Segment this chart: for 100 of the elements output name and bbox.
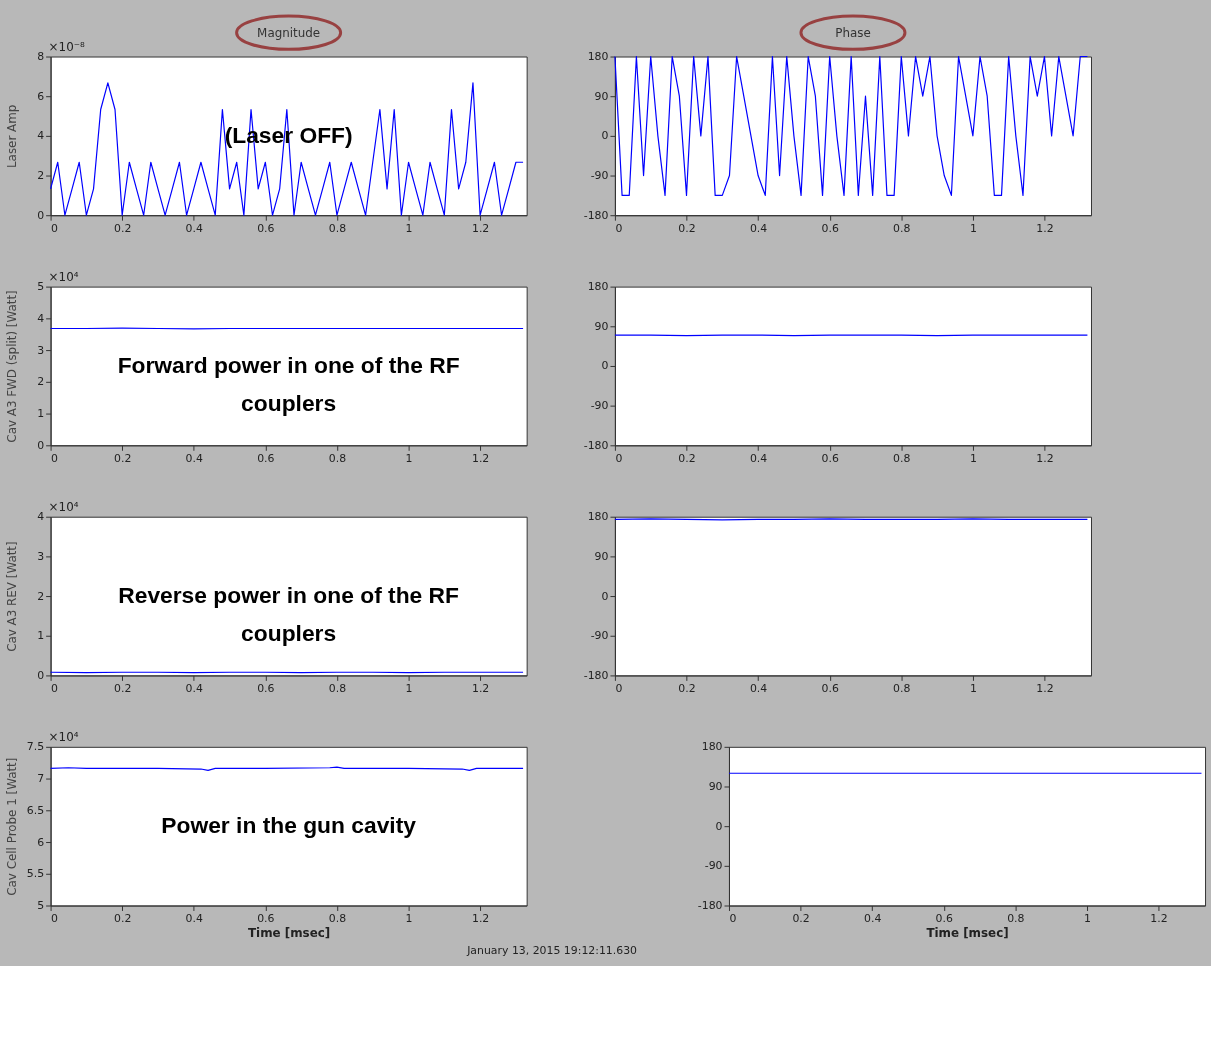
y-axis-title: Cav Cell Probe 1 [Watt]: [5, 757, 20, 896]
y-tick-label: 8: [37, 49, 45, 63]
x-tick-label: 0.4: [749, 451, 768, 465]
y-tick-label: 6: [37, 835, 45, 849]
y-tick-label: 2: [37, 375, 45, 389]
y-tick-label: 0: [601, 129, 609, 143]
y-tick-label: -180: [583, 208, 609, 222]
x-tick-label: 1: [405, 221, 413, 235]
x-tick-label: 0: [615, 681, 623, 695]
y-tick-label: 1: [37, 407, 45, 421]
chart-title: Magnitude: [257, 25, 321, 40]
x-tick-label: 0.4: [863, 911, 882, 925]
y-tick-label: 90: [594, 89, 609, 103]
x-tick-label: 0.6: [935, 911, 953, 925]
x-tick-label: 0.2: [114, 221, 132, 235]
y-tick-label: 90: [708, 779, 723, 793]
line-series: [614, 55, 1089, 196]
x-axis-title: Time [msec]: [248, 925, 331, 940]
x-tick-label: 0.4: [185, 221, 203, 235]
y-tick-label: 3: [37, 549, 45, 563]
y-tick-label: 4: [37, 129, 45, 143]
x-tick-label: 0.6: [257, 221, 275, 235]
x-tick-label: 0.4: [185, 681, 203, 695]
x-tick-label: 0.6: [821, 451, 839, 465]
x-tick-label: 0.2: [678, 681, 696, 695]
x-tick-label: 0.8: [328, 911, 347, 925]
x-tick-label: 1: [405, 451, 413, 465]
y-tick-label: 180: [587, 280, 609, 294]
x-tick-label: 1: [969, 451, 977, 465]
x-tick-label: 0.2: [114, 451, 132, 465]
x-tick-label: 1.2: [471, 221, 490, 235]
x-tick-label: 0.6: [257, 911, 275, 925]
y-tick-label: 4: [37, 311, 45, 325]
y-tick-label: -180: [583, 438, 609, 452]
x-tick-label: 1.2: [1036, 221, 1054, 235]
y-tick-label: 4: [37, 510, 45, 524]
y-tick-label: 180: [587, 510, 609, 524]
x-tick-label: 1: [969, 221, 977, 235]
y-tick-label: 5.5: [26, 867, 45, 881]
x-tick-label: 0.2: [114, 681, 132, 695]
y-tick-label: 0: [37, 438, 45, 452]
text: ×10⁻⁸: [48, 39, 85, 54]
x-tick-label: 0.8: [893, 451, 911, 465]
x-axis-title: Time [msec]: [926, 925, 1009, 940]
y-tick-label: 0: [715, 819, 723, 833]
x-tick-label: 1.2: [471, 911, 490, 925]
y-tick-label: 90: [594, 549, 609, 563]
y-tick-label: 7: [37, 772, 45, 786]
y-tick-label: -180: [697, 898, 723, 912]
x-tick-label: 0.4: [185, 451, 203, 465]
x-tick-label: 0: [51, 681, 59, 695]
x-tick-label: 0.2: [678, 451, 696, 465]
annotation: Power in the gun cavity: [161, 812, 417, 839]
x-tick-label: 0.6: [821, 221, 839, 235]
y-tick-label: 7.5: [26, 740, 45, 754]
x-tick-label: 0.6: [257, 681, 275, 695]
text: ×10⁴: [48, 729, 79, 744]
x-tick-label: 1: [405, 681, 413, 695]
annotation: Reverse power in one of the RF couplers: [118, 582, 460, 646]
y-tick-label: 6: [37, 89, 45, 103]
y-tick-label: -90: [704, 859, 723, 873]
y-tick-label: 2: [37, 589, 45, 603]
x-tick-label: 0.2: [114, 911, 132, 925]
x-tick-label: 1: [405, 911, 413, 925]
y-tick-label: 0: [37, 668, 45, 682]
x-tick-label: 0.4: [185, 911, 203, 925]
y-tick-label: 1: [37, 629, 45, 643]
y-tick-label: 3: [37, 343, 45, 357]
x-tick-label: 1.2: [471, 451, 490, 465]
x-tick-label: 0.2: [792, 911, 810, 925]
x-tick-label: 0.8: [328, 451, 347, 465]
text: ×10⁴: [48, 269, 79, 284]
y-tick-label: 0: [37, 208, 45, 222]
x-tick-label: 0.2: [678, 221, 696, 235]
y-tick-label: 180: [701, 740, 723, 754]
y-tick-label: -90: [590, 629, 609, 643]
text: ×10⁴: [48, 499, 79, 514]
x-tick-label: 1.2: [1036, 681, 1054, 695]
x-tick-label: 0.4: [749, 221, 768, 235]
chart-title: Phase: [835, 25, 871, 40]
y-tick-label: -90: [590, 399, 609, 413]
x-tick-label: 0: [615, 221, 623, 235]
annotation: Forward power in one of the RF couplers: [117, 351, 460, 416]
y-tick-label: 0: [601, 589, 609, 603]
line-series: [49, 82, 524, 216]
x-tick-label: 0: [51, 221, 59, 235]
y-tick-label: 0: [601, 359, 609, 373]
y-axis-title: Laser Amp: [5, 104, 20, 169]
x-tick-label: 0.6: [257, 451, 275, 465]
y-tick-label: 6.5: [26, 803, 45, 817]
x-tick-label: 0: [615, 451, 623, 465]
x-tick-label: 1: [969, 681, 977, 695]
x-tick-label: 0.8: [893, 681, 911, 695]
x-tick-label: 0.8: [1007, 911, 1025, 925]
y-tick-label: 5: [37, 898, 45, 912]
x-tick-label: 1.2: [1036, 451, 1054, 465]
x-tick-label: 0.8: [893, 221, 911, 235]
x-tick-label: 0: [51, 451, 59, 465]
x-tick-label: 0: [729, 911, 737, 925]
x-tick-label: 0.8: [328, 221, 347, 235]
